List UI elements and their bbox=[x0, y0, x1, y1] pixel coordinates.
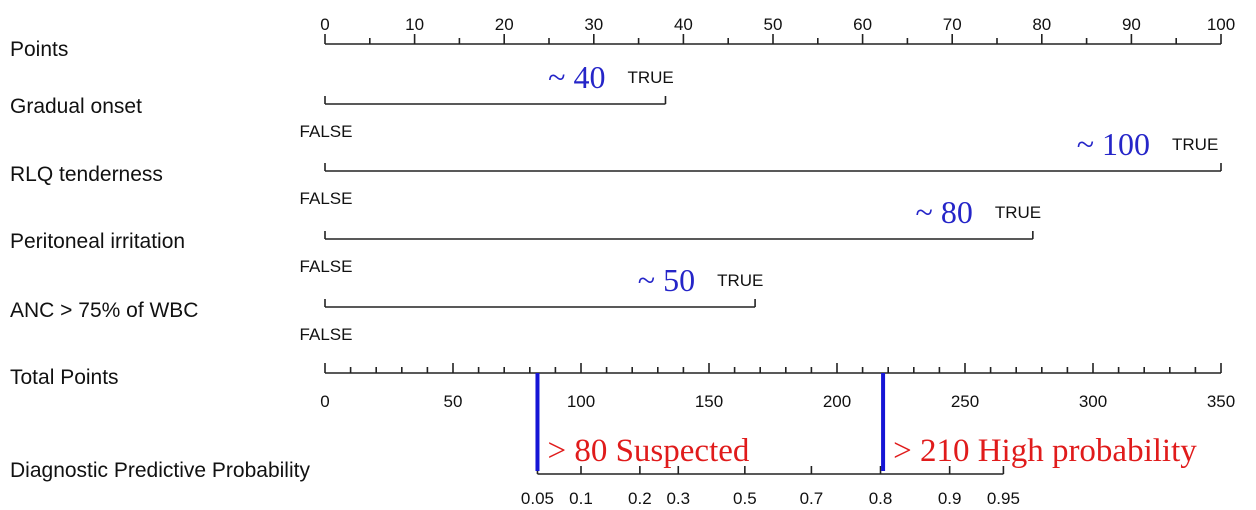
predictor-true-label: TRUE bbox=[717, 271, 763, 290]
predictor-false-label: FALSE bbox=[300, 189, 353, 208]
total-points-row-label: Total Points bbox=[10, 366, 119, 389]
total-points-tick-label: 100 bbox=[567, 392, 595, 411]
predictor-false-label: FALSE bbox=[300, 257, 353, 276]
probability-tick-label: 0.95 bbox=[987, 489, 1020, 508]
points-tick-label: 20 bbox=[495, 15, 514, 34]
predictor-label-anc: ANC > 75% of WBC bbox=[10, 299, 198, 322]
predictor-label-gradual-onset: Gradual onset bbox=[10, 95, 142, 118]
points-tick-label: 80 bbox=[1032, 15, 1051, 34]
probability-tick-label: 0.3 bbox=[666, 489, 690, 508]
total-points-tick-label: 350 bbox=[1207, 392, 1235, 411]
cutoff-label: > 80 Suspected bbox=[547, 433, 749, 469]
predictor-label-rlq-tenderness: RLQ tenderness bbox=[10, 163, 163, 186]
predictor-true-label: TRUE bbox=[627, 68, 673, 87]
points-tick-label: 10 bbox=[405, 15, 424, 34]
total-points-tick-label: 300 bbox=[1079, 392, 1107, 411]
predictor-false-label: FALSE bbox=[300, 325, 353, 344]
predictor-points-annotation: ~ 50 bbox=[638, 262, 695, 298]
points-tick-label: 100 bbox=[1207, 15, 1235, 34]
predictor-points-annotation: ~ 40 bbox=[548, 59, 605, 95]
probability-tick-label: 0.2 bbox=[628, 489, 652, 508]
cutoff-label: > 210 High probability bbox=[893, 433, 1197, 469]
probability-tick-label: 0.8 bbox=[869, 489, 893, 508]
points-tick-label: 50 bbox=[764, 15, 783, 34]
total-points-tick-label: 250 bbox=[951, 392, 979, 411]
predictor-points-annotation: ~ 100 bbox=[1077, 126, 1150, 162]
probability-tick-label: 0.05 bbox=[521, 489, 554, 508]
points-tick-label: 60 bbox=[853, 15, 872, 34]
total-points-tick-label: 50 bbox=[444, 392, 463, 411]
points-tick-label: 70 bbox=[943, 15, 962, 34]
predictor-label-peritoneal-irritation: Peritoneal irritation bbox=[10, 230, 185, 253]
chart-marks: 0 10 20 30 40 50 60 70 80 90 100 FALSE TRUE ~ 40 FALSE… bbox=[300, 15, 1236, 508]
predictor-false-label: FALSE bbox=[300, 122, 353, 141]
total-points-tick-label: 200 bbox=[823, 392, 851, 411]
probability-tick-label: 0.9 bbox=[938, 489, 962, 508]
probability-tick-label: 0.5 bbox=[733, 489, 757, 508]
points-tick-label: 90 bbox=[1122, 15, 1141, 34]
predictor-true-label: TRUE bbox=[1172, 135, 1218, 154]
total-points-tick-label: 150 bbox=[695, 392, 723, 411]
predictor-true-label: TRUE bbox=[995, 203, 1041, 222]
probability-tick-label: 0.7 bbox=[800, 489, 824, 508]
points-tick-label: 40 bbox=[674, 15, 693, 34]
points-tick-label: 0 bbox=[320, 15, 329, 34]
total-points-tick-label: 0 bbox=[320, 392, 329, 411]
probability-row-label: Diagnostic Predictive Probability bbox=[10, 459, 310, 482]
points-tick-label: 30 bbox=[584, 15, 603, 34]
probability-tick-label: 0.1 bbox=[569, 489, 593, 508]
predictor-points-annotation: ~ 80 bbox=[916, 194, 973, 230]
points-row-label: Points bbox=[10, 38, 68, 61]
